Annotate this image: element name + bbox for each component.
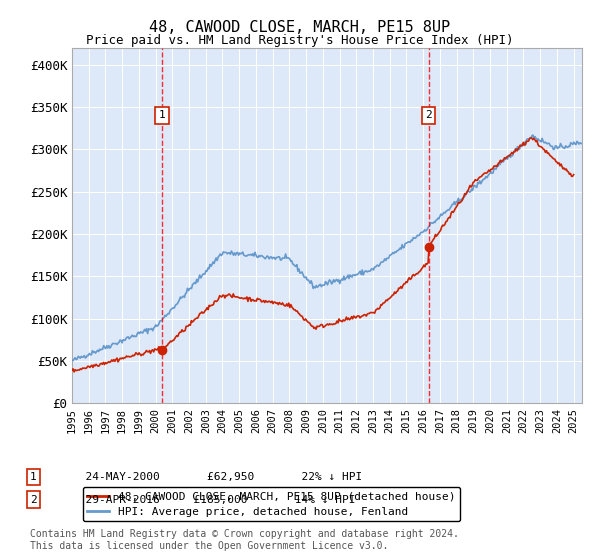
- Text: 1: 1: [30, 472, 37, 482]
- Text: 29-APR-2016     £185,000       14% ↓ HPI: 29-APR-2016 £185,000 14% ↓ HPI: [72, 494, 355, 505]
- Text: 2: 2: [30, 494, 37, 505]
- Text: Contains HM Land Registry data © Crown copyright and database right 2024.
This d: Contains HM Land Registry data © Crown c…: [30, 529, 459, 551]
- Text: 24-MAY-2000       £62,950       22% ↓ HPI: 24-MAY-2000 £62,950 22% ↓ HPI: [72, 472, 362, 482]
- Text: 2: 2: [425, 110, 432, 120]
- Legend: 48, CAWOOD CLOSE, MARCH, PE15 8UP (detached house), HPI: Average price, detached: 48, CAWOOD CLOSE, MARCH, PE15 8UP (detac…: [83, 487, 460, 521]
- Text: 1: 1: [158, 110, 166, 120]
- Text: 48, CAWOOD CLOSE, MARCH, PE15 8UP: 48, CAWOOD CLOSE, MARCH, PE15 8UP: [149, 20, 451, 35]
- Text: Price paid vs. HM Land Registry's House Price Index (HPI): Price paid vs. HM Land Registry's House …: [86, 34, 514, 46]
